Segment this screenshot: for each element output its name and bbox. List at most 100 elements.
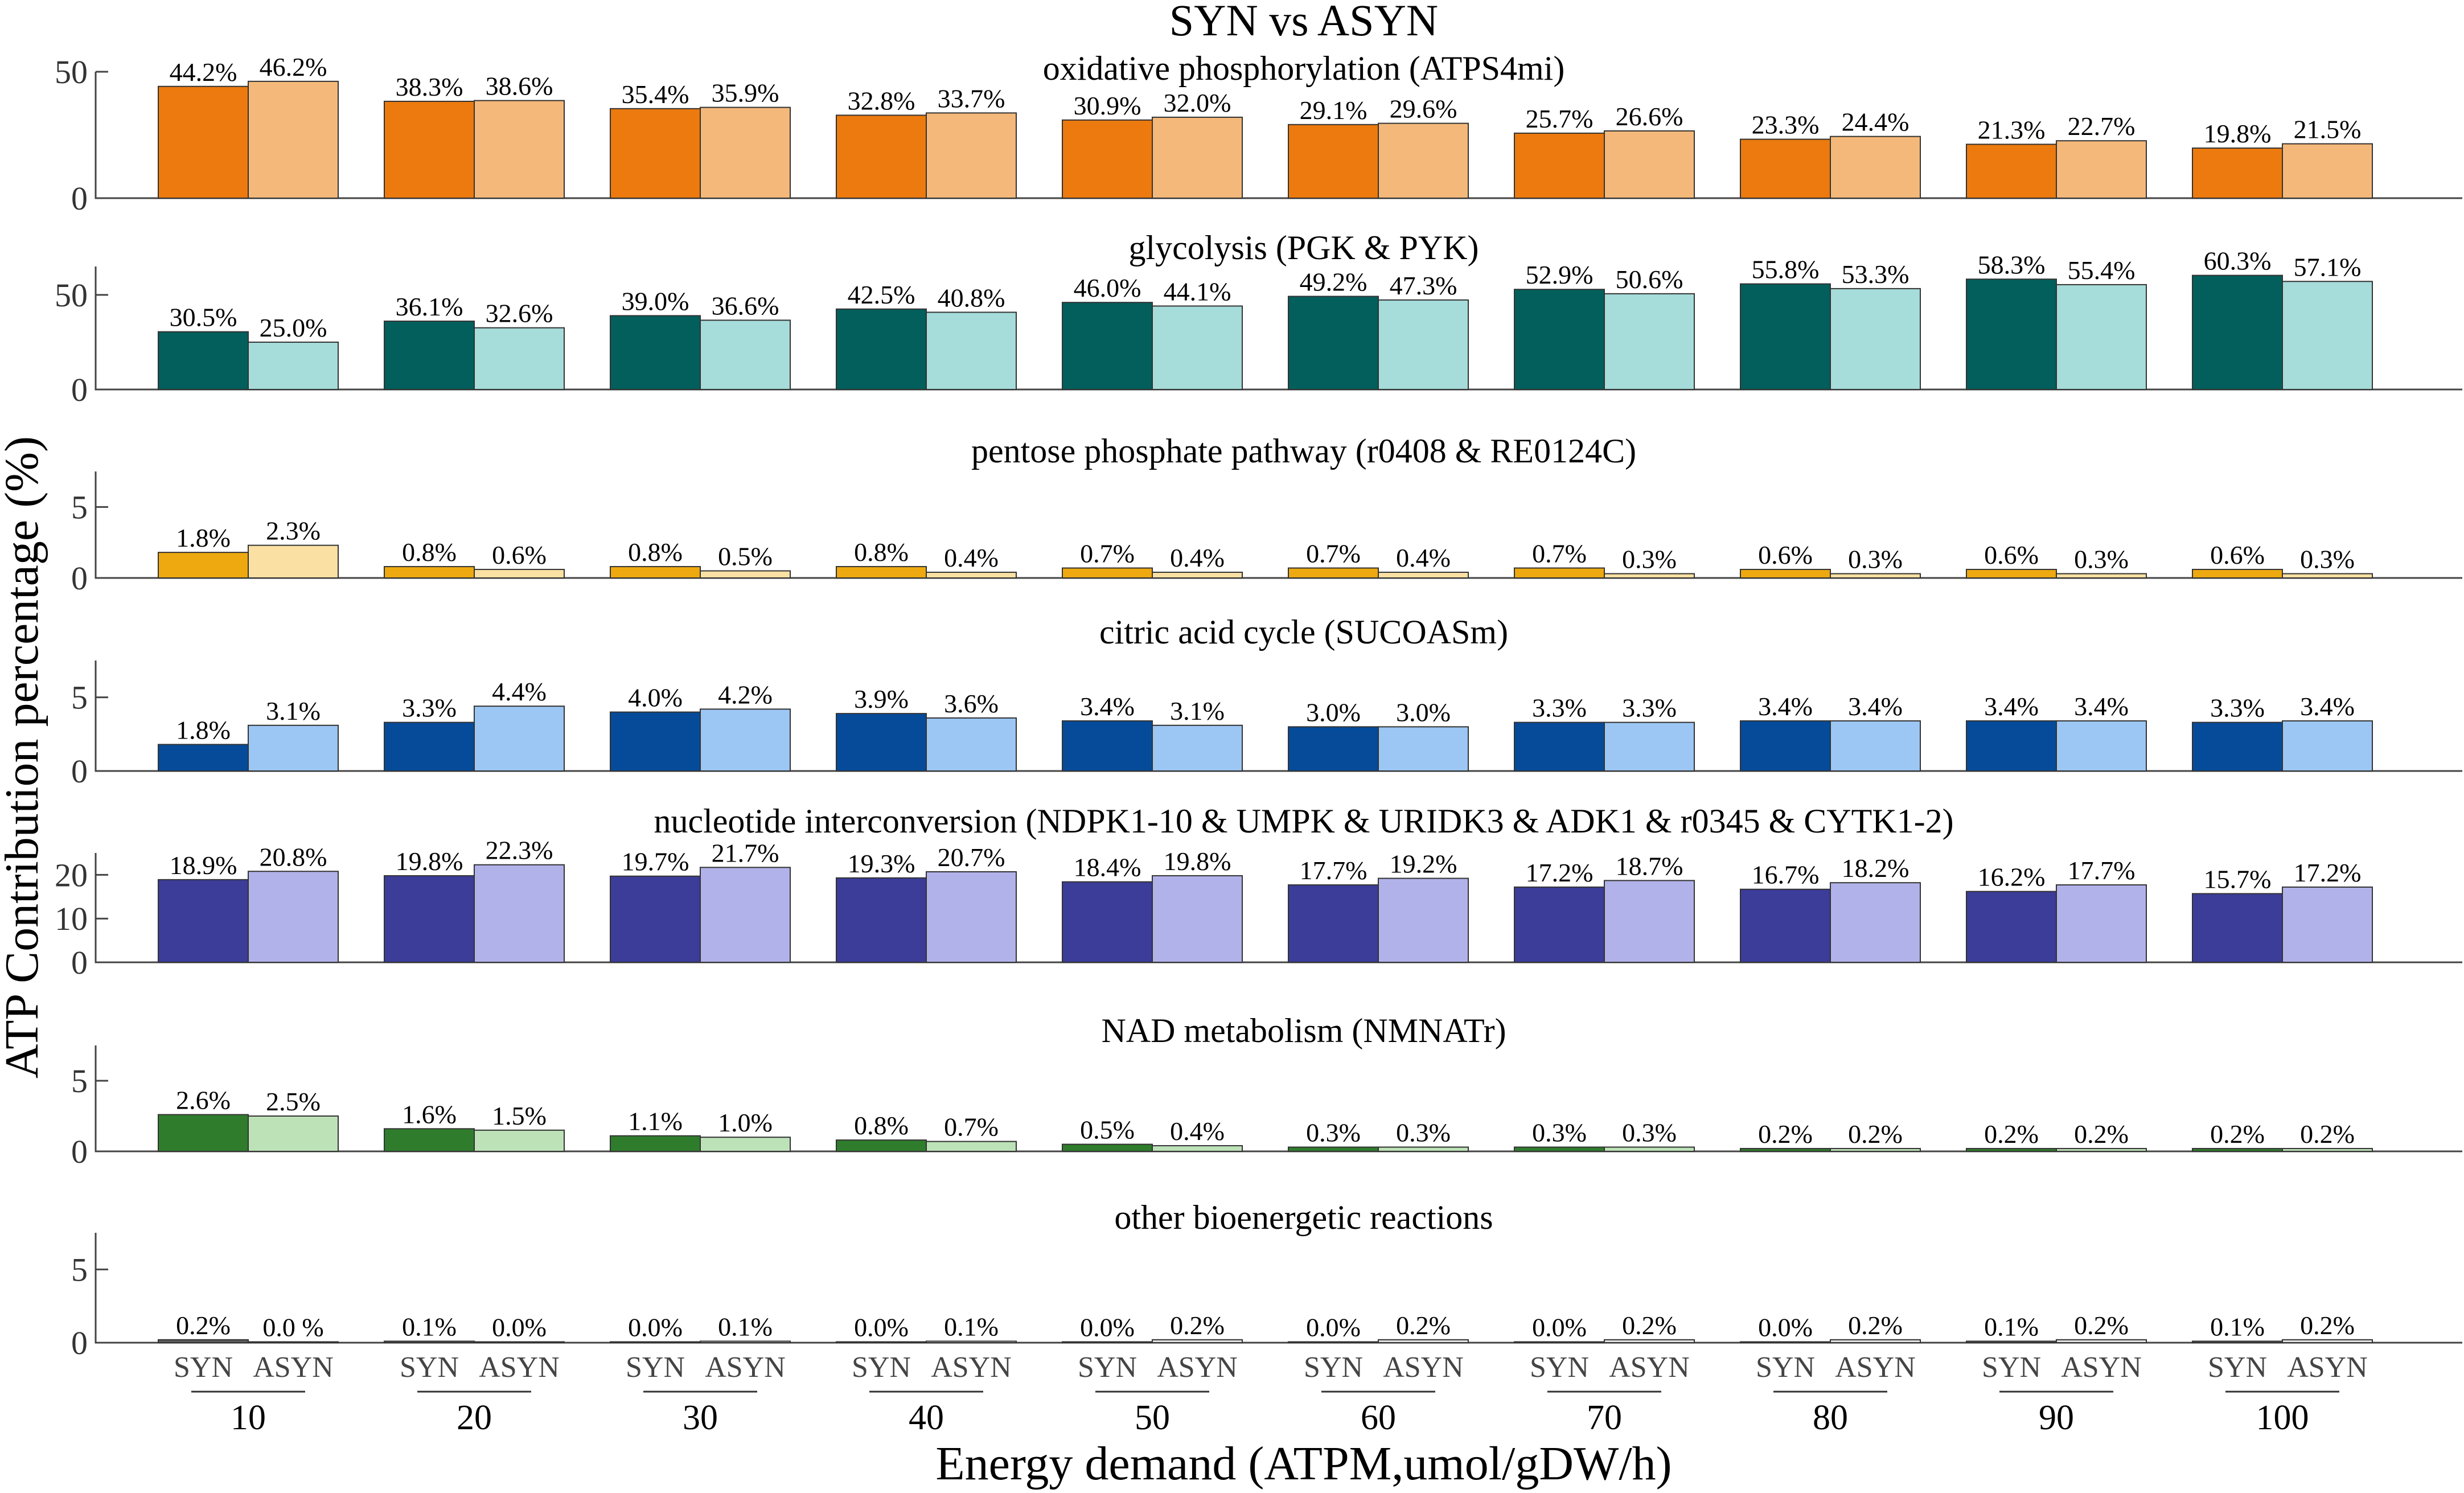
bar-syn [1514, 1341, 1605, 1343]
bar-syn [1966, 1148, 2057, 1152]
data-label: 0.4% [1396, 543, 1451, 572]
bar-syn [610, 1341, 701, 1343]
data-label: 25.0% [260, 313, 327, 342]
bar-syn [1062, 1143, 1153, 1152]
data-label: 19.8% [2204, 119, 2272, 148]
bar-asyn [926, 1141, 1017, 1152]
data-label: 17.2% [1526, 858, 1594, 887]
data-label: 17.7% [1300, 856, 1367, 885]
data-label: 19.7% [622, 847, 689, 876]
bar-syn [836, 566, 927, 579]
data-label: 18.2% [1842, 854, 1909, 883]
x-tick-label: 50 [1135, 1398, 1170, 1437]
data-label: 49.2% [1300, 268, 1367, 297]
panel-2: glycolysis (PGK & PYK) 0 50 30.5% 25.0% 36.1%… [55, 229, 2462, 408]
bar-syn [1740, 888, 1831, 963]
subgroup-label: ASYN [479, 1351, 560, 1384]
data-label: 0.2% [1984, 1119, 2039, 1149]
data-label: 38.3% [396, 72, 463, 101]
data-label: 18.7% [1616, 851, 1683, 880]
panel-title: oxidative phosphorylation (ATPS4mi) [1043, 50, 1565, 87]
data-label: 33.7% [938, 84, 1005, 113]
bar-asyn [1830, 573, 1921, 579]
bar-asyn [1378, 726, 1469, 772]
data-label: 0.6% [1984, 540, 2039, 569]
data-label: 0.1% [718, 1312, 773, 1341]
panel-title: other bioenergetic reactions [1114, 1199, 1493, 1236]
bar-syn [2192, 147, 2283, 199]
bar-syn [384, 321, 475, 390]
data-label: 0.3% [1396, 1118, 1451, 1147]
data-label: 0.2% [1758, 1119, 1813, 1149]
data-label: 18.9% [170, 851, 237, 880]
data-label: 0.6% [2210, 540, 2265, 569]
bar-asyn [2282, 281, 2373, 391]
bar-asyn [1604, 880, 1695, 963]
bar-syn [1288, 884, 1379, 963]
bar-asyn [700, 1340, 791, 1344]
data-label: 29.1% [1300, 96, 1367, 125]
data-label: 0.1% [2210, 1312, 2265, 1341]
data-label: 3.9% [854, 684, 909, 713]
bar-asyn [474, 864, 565, 963]
data-label: 4.2% [718, 680, 773, 709]
bar-asyn [2056, 573, 2147, 579]
bar-syn [1740, 720, 1831, 772]
data-label: 0.5% [1080, 1115, 1135, 1145]
bar-syn [2192, 274, 2283, 391]
bar-asyn [1378, 1146, 1469, 1152]
bar-syn [1288, 726, 1379, 772]
bar-asyn [2282, 573, 2373, 579]
data-label: 32.8% [848, 86, 915, 115]
data-label: 25.7% [1526, 104, 1594, 133]
subgroup-label: SYN [174, 1351, 233, 1384]
bar-asyn [1378, 122, 1469, 199]
subgroup-label: ASYN [1835, 1351, 1916, 1384]
data-label: 0.2% [1396, 1311, 1451, 1340]
bar-syn [158, 1114, 249, 1152]
data-label: 35.9% [712, 79, 779, 108]
data-label: 1.5% [492, 1101, 547, 1130]
bar-syn [1288, 296, 1379, 391]
data-label: 1.8% [176, 523, 231, 552]
data-label: 2.3% [266, 516, 321, 545]
data-label: 3.3% [402, 694, 457, 723]
bar-asyn [1152, 116, 1243, 199]
bar-syn [158, 552, 249, 579]
data-label: 32.6% [486, 299, 553, 328]
bar-syn [1062, 119, 1153, 199]
bar-syn [158, 1339, 249, 1343]
x-tick-label: 30 [683, 1398, 718, 1437]
bar-syn [1740, 1148, 1831, 1152]
data-label: 0.0% [1758, 1313, 1813, 1342]
bar-asyn [926, 1340, 1017, 1344]
bar-asyn [1378, 299, 1469, 391]
y-tick-label: 20 [55, 856, 88, 893]
data-label: 38.6% [486, 72, 553, 101]
data-label: 0.0 % [262, 1313, 323, 1342]
subgroup-label: SYN [400, 1351, 459, 1384]
bar-asyn [474, 569, 565, 579]
data-label: 40.8% [938, 283, 1005, 312]
x-tick-label: 20 [457, 1398, 492, 1437]
data-label: 3.0% [1396, 698, 1451, 727]
data-label: 17.2% [2294, 858, 2362, 887]
data-label: 52.9% [1526, 260, 1594, 289]
bar-asyn [700, 570, 791, 579]
bar-asyn [1152, 724, 1243, 772]
data-label: 58.3% [1978, 250, 2046, 279]
data-label: 0.1% [944, 1312, 999, 1341]
bar-syn [610, 566, 701, 579]
data-label: 1.8% [176, 715, 231, 744]
subgroup-label: SYN [1078, 1351, 1137, 1384]
data-label: 0.8% [402, 538, 457, 567]
data-label: 0.8% [628, 538, 683, 567]
y-tick-label: 0 [71, 371, 88, 408]
bar-syn [1288, 1341, 1379, 1343]
bar-syn [384, 875, 475, 963]
bar-syn [1514, 567, 1605, 579]
bar-syn [384, 721, 475, 772]
data-label: 3.4% [2074, 692, 2129, 721]
data-label: 0.3% [1622, 545, 1677, 574]
